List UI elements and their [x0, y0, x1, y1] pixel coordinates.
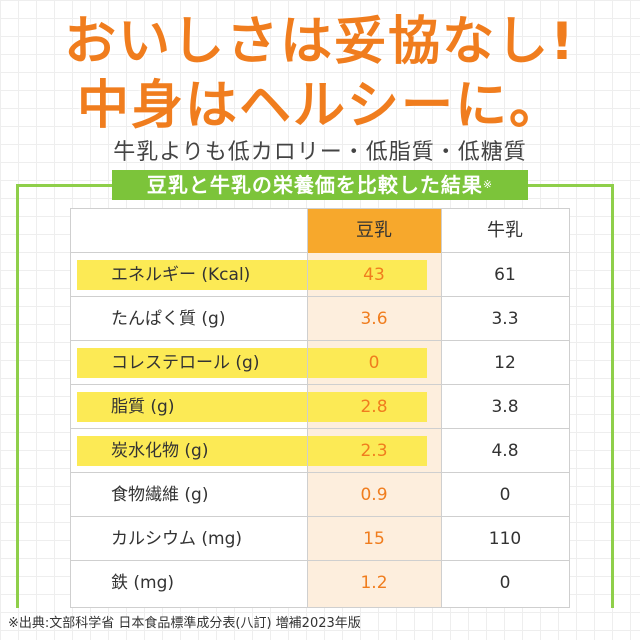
cow-milk-value: 12	[494, 353, 516, 373]
row-highlight	[77, 392, 427, 422]
cow-milk-value: 110	[488, 529, 522, 549]
table-row: 脂質 (g) 2.8 3.8	[71, 385, 569, 429]
table-row: コレステロール (g) 0 12	[71, 341, 569, 385]
banner-footnote-mark: ※	[482, 178, 494, 191]
soy-milk-value: 2.8	[360, 397, 388, 417]
headline-line-1: おいしさは妥協なし!	[64, 12, 576, 72]
nutrition-comparison-table: 豆乳 牛乳 エネルギー (Kcal) 43 61 たんぱく質 (g) 3.6 3.3 コレス…	[70, 208, 570, 608]
table-row: 食物繊維 (g) 0.9 0	[71, 473, 569, 517]
header-soy-milk: 豆乳	[307, 209, 441, 253]
nutrient-name: 脂質 (g)	[111, 397, 175, 417]
table-header-row: 豆乳 牛乳	[71, 209, 569, 253]
soy-milk-value: 0.9	[360, 485, 388, 505]
row-highlight	[77, 260, 427, 290]
comparison-banner: 豆乳と牛乳の栄養価を比較した結果※	[112, 170, 528, 200]
soy-milk-value: 2.3	[360, 441, 388, 461]
nutrient-name: カルシウム (mg)	[111, 529, 243, 549]
nutrient-name: 食物繊維 (g)	[111, 485, 209, 505]
headline-line-2: 中身はヘルシーに。	[76, 76, 563, 136]
table-row: 鉄 (mg) 1.2 0	[71, 561, 569, 605]
cow-milk-value: 0	[499, 573, 511, 593]
table-row: カルシウム (mg) 15 110	[71, 517, 569, 561]
nutrient-name: エネルギー (Kcal)	[111, 265, 251, 285]
cow-milk-value: 61	[494, 265, 516, 285]
banner-text: 豆乳と牛乳の栄養価を比較した結果	[146, 173, 483, 197]
soy-milk-value: 43	[363, 265, 385, 285]
soy-milk-value: 0	[368, 353, 380, 373]
cow-milk-value: 3.3	[491, 309, 519, 329]
source-footnote: ※出典:文部科学省 日本食品標準成分表(八訂) 増補2023年版	[8, 616, 361, 631]
header-cow-milk: 牛乳	[487, 220, 523, 241]
column-divider	[307, 209, 308, 607]
table-row: エネルギー (Kcal) 43 61	[71, 253, 569, 297]
soy-milk-value: 3.6	[360, 309, 388, 329]
nutrient-name: 炭水化物 (g)	[111, 441, 209, 461]
cow-milk-value: 0	[499, 485, 511, 505]
nutrient-name: 鉄 (mg)	[111, 573, 175, 593]
cow-milk-value: 3.8	[491, 397, 519, 417]
cow-milk-value: 4.8	[491, 441, 519, 461]
row-highlight	[77, 348, 427, 378]
nutrient-name: たんぱく質 (g)	[111, 309, 226, 329]
row-highlight	[77, 436, 427, 466]
table-row: たんぱく質 (g) 3.6 3.3	[71, 297, 569, 341]
column-divider	[441, 209, 442, 607]
table-row: 炭水化物 (g) 2.3 4.8	[71, 429, 569, 473]
nutrient-name: コレステロール (g)	[111, 353, 260, 373]
soy-milk-value: 1.2	[360, 573, 388, 593]
subheadline: 牛乳よりも低カロリー・低脂質・低糖質	[113, 140, 527, 165]
soy-milk-value: 15	[363, 529, 385, 549]
